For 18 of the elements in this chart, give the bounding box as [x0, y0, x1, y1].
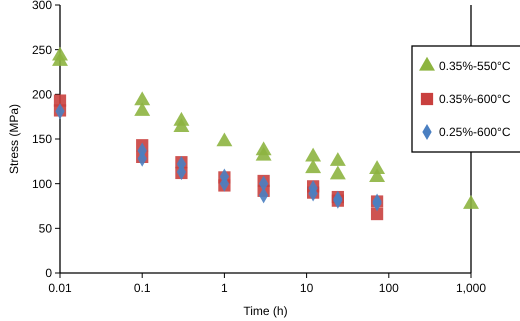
- x-tick-label: 1,000: [456, 281, 486, 295]
- y-tick-label: 150: [32, 132, 52, 146]
- x-tick-label: 1: [221, 281, 228, 295]
- x-tick-label: 100: [378, 281, 400, 295]
- x-axis-title: Time (h): [243, 304, 288, 318]
- legend-label: 0.35%-600°C: [439, 92, 511, 106]
- legend-label: 0.25%-600°C: [439, 125, 511, 140]
- y-axis-title: Stress (MPa): [7, 104, 21, 174]
- x-tick-label: 10: [300, 281, 314, 295]
- y-tick-label: 300: [32, 0, 52, 12]
- y-tick-label: 50: [38, 222, 52, 236]
- y-tick-label: 250: [32, 42, 52, 57]
- x-tick-label: 0.01: [48, 281, 72, 295]
- y-tick-label: 100: [32, 176, 52, 191]
- y-tick-label: 0: [45, 266, 52, 280]
- x-tick-label: 0.1: [134, 281, 151, 295]
- legend-label: 0.35%-550°C: [439, 59, 511, 74]
- y-tick-label: 200: [32, 88, 52, 102]
